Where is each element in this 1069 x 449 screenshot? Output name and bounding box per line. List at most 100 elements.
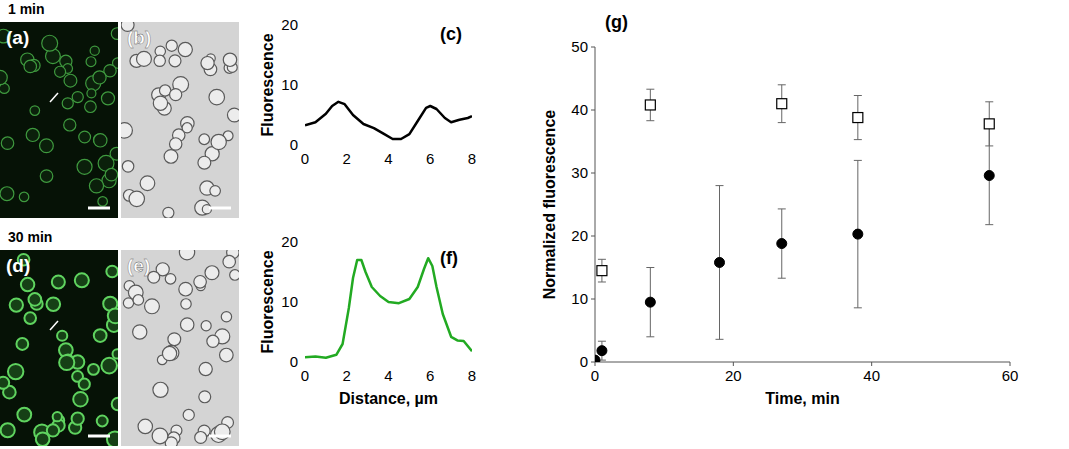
cell (170, 89, 182, 101)
cell (210, 186, 221, 197)
cell (201, 56, 214, 69)
figure: 1 min(a)(b)30 min(d)(e)0102002468Fluores… (0, 0, 1069, 449)
cell (106, 266, 118, 278)
cell (201, 321, 211, 331)
fluorescence-image (0, 22, 118, 218)
y-tick (301, 362, 305, 363)
cell (19, 192, 28, 201)
image-ground (0, 250, 118, 446)
point (597, 346, 607, 356)
cell (107, 431, 118, 446)
error-cap (985, 101, 993, 102)
x-tick-label: 6 (426, 150, 434, 167)
profile-line (50, 93, 58, 102)
cell (199, 391, 211, 403)
y-axis (595, 47, 596, 362)
y-tick-label: 40 (571, 101, 588, 118)
y-tick-label: 20 (571, 227, 588, 244)
cell (1, 137, 13, 149)
x-tick (388, 362, 389, 366)
error-bar (985, 126, 993, 224)
cell (108, 308, 118, 323)
cell (8, 364, 23, 379)
error-bar (646, 89, 654, 121)
x-tick-label: 2 (343, 150, 351, 167)
point (777, 239, 787, 249)
chart: 0102002468Fluorescence(c) (259, 16, 476, 167)
x-tick-label: 20 (725, 367, 742, 384)
cell (72, 413, 84, 425)
cell (17, 408, 31, 422)
y-tick-label: 0 (580, 353, 588, 370)
cell (21, 278, 34, 291)
cell (111, 28, 118, 40)
x-tick-label: 0 (591, 367, 599, 384)
cell (133, 295, 144, 306)
panel-label: (f) (440, 248, 458, 268)
cell (0, 187, 14, 201)
point (645, 100, 655, 110)
cell (154, 55, 165, 66)
cell (211, 134, 226, 149)
x-tick (1010, 362, 1011, 366)
cell (36, 432, 50, 446)
cell (94, 134, 107, 147)
x-tick-label: 2 (343, 367, 351, 384)
cell (168, 333, 181, 346)
cell (165, 274, 176, 285)
panel-label: (d) (6, 255, 30, 276)
error-cap (778, 208, 786, 209)
error-cap (598, 341, 606, 342)
cell (87, 89, 96, 98)
error-bar (646, 268, 654, 337)
point (645, 297, 655, 307)
cell (52, 275, 65, 288)
panel-label: (c) (440, 24, 462, 44)
y-tick (591, 299, 595, 300)
cell (88, 364, 99, 375)
panel-label: (g) (605, 12, 628, 32)
y-tick-label: 50 (571, 38, 588, 55)
y-tick (591, 173, 595, 174)
x-tick (388, 145, 389, 149)
cell (24, 312, 36, 324)
x-tick-label: 8 (468, 367, 476, 384)
profile-line (305, 102, 472, 139)
y-tick (301, 85, 305, 86)
cell (112, 398, 118, 410)
cell (40, 170, 53, 183)
cell (230, 270, 239, 281)
x-axis-title: Distance, µm (339, 390, 438, 407)
cell (166, 40, 177, 51)
cell (72, 92, 83, 103)
cell (129, 191, 144, 206)
brightfield-image (121, 22, 239, 218)
cell (90, 46, 99, 55)
cell (85, 101, 97, 113)
cell (179, 282, 193, 296)
cell (0, 377, 9, 389)
error-cap (778, 84, 786, 85)
y-axis-title: Normalized fluorescence (541, 110, 558, 300)
x-tick (733, 362, 734, 366)
cell (169, 55, 181, 67)
x-tick-label: 4 (384, 150, 392, 167)
marks (305, 102, 472, 139)
x-tick-label: 4 (384, 367, 392, 384)
error-cap (778, 122, 786, 123)
cell (53, 412, 62, 421)
scale-bar (209, 207, 231, 210)
y-tick-label: 10 (571, 290, 588, 307)
marks (595, 85, 994, 362)
scale-bar (88, 207, 110, 210)
error-cap (646, 89, 654, 90)
cell (59, 355, 74, 370)
error-cap (854, 139, 862, 140)
cell (209, 89, 225, 105)
cell (24, 60, 36, 72)
cell (30, 106, 40, 116)
cell (153, 96, 167, 110)
y-tick-label: 20 (281, 16, 298, 33)
cell (86, 57, 96, 67)
x-tick-label: 40 (863, 367, 880, 384)
